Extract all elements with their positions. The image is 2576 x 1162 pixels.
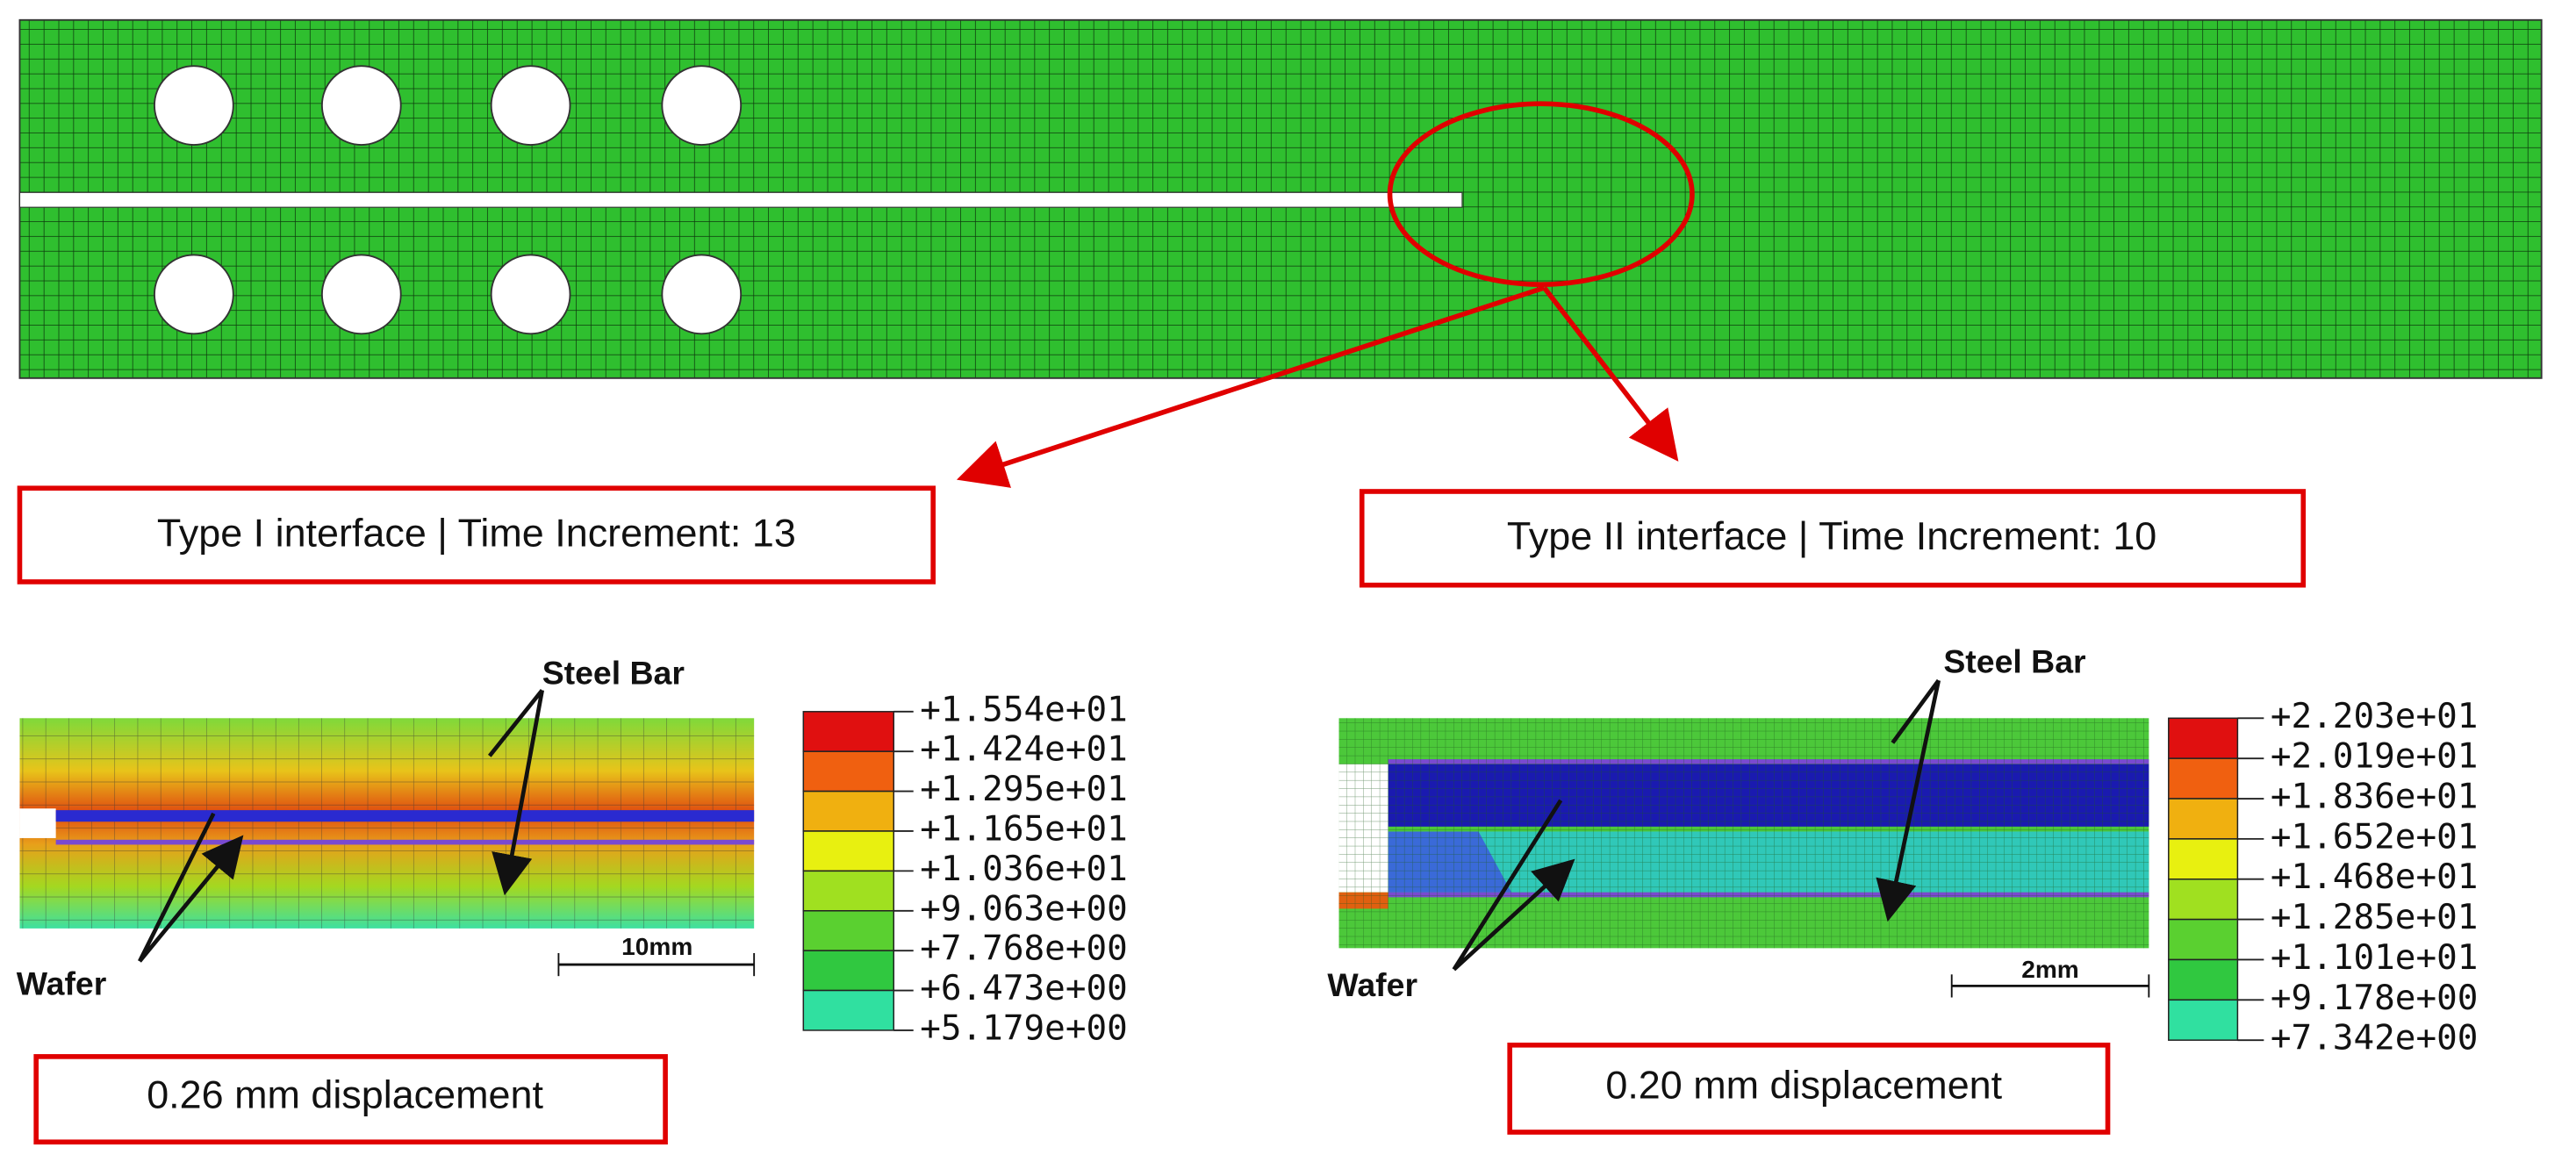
legend-band — [802, 711, 895, 752]
steel-label: Steel Bar — [1943, 642, 2085, 679]
displacement: 0.26 mm displacement — [147, 1072, 543, 1117]
legend-label: +2.019e+01 — [2271, 737, 2479, 777]
steel-label: Steel Bar — [542, 655, 685, 692]
legend-label: +1.165e+01 — [920, 809, 1128, 849]
legend-band — [2168, 918, 2239, 961]
callout: Type II interface | Time Increment: 10 — [1507, 513, 2156, 558]
scale-label: 10mm — [621, 933, 692, 960]
displacement: 0.20 mm displacement — [1605, 1062, 2002, 1107]
legend-label: +7.342e+00 — [2271, 1019, 2479, 1058]
legend-label: +9.178e+00 — [2271, 979, 2479, 1018]
legend-label: +2.203e+01 — [2271, 697, 2479, 736]
wafer-label: Wafer — [17, 965, 107, 1001]
legend-band — [2168, 878, 2239, 921]
legend-band — [802, 870, 895, 912]
wafer-label: Wafer — [1327, 966, 1417, 1003]
legend-band — [802, 750, 895, 793]
legend-label: +1.554e+01 — [920, 690, 1128, 729]
callout-box — [1359, 489, 2307, 588]
legend-label: +1.101e+01 — [2271, 938, 2479, 978]
legend-band — [802, 950, 895, 992]
left-contour — [19, 718, 756, 977]
legend-band — [2168, 838, 2239, 880]
legend-label: +9.063e+00 — [920, 889, 1128, 929]
legend-band — [2168, 757, 2239, 800]
legend-band — [802, 910, 895, 951]
legend-band — [2168, 999, 2239, 1041]
legend-label: +1.652e+01 — [2271, 817, 2479, 857]
legend-band — [2168, 958, 2239, 1001]
legend-label: +1.468e+01 — [2271, 857, 2479, 897]
top-mesh — [18, 18, 2543, 488]
displacement-box — [1507, 1042, 2111, 1135]
legend-label: +5.179e+00 — [920, 1008, 1128, 1048]
legend-band — [2168, 717, 2239, 759]
legend-label: +1.424e+01 — [920, 730, 1128, 770]
legend-label: +6.473e+00 — [920, 969, 1128, 1008]
legend-band — [802, 790, 895, 832]
legend-label: +1.036e+01 — [920, 850, 1128, 889]
legend-band — [802, 830, 895, 872]
scale-label: 2mm — [2021, 956, 2079, 983]
callout: Type I interface | Time Increment: 13 — [157, 510, 796, 555]
legend-label: +7.768e+00 — [920, 929, 1128, 969]
callout-box — [17, 485, 936, 585]
right-contour — [1338, 718, 2150, 998]
legend-label: +1.285e+01 — [2271, 898, 2479, 937]
legend-band — [802, 989, 895, 1031]
legend-label: +1.295e+01 — [920, 770, 1128, 809]
legend-band — [2168, 798, 2239, 840]
legend-label: +1.836e+01 — [2271, 778, 2479, 817]
legend: +1.554e+01+1.424e+01+1.295e+01+1.165e+01… — [802, 690, 1128, 1048]
legend: +2.203e+01+2.019e+01+1.836e+01+1.652e+01… — [2168, 697, 2479, 1058]
displacement-box — [33, 1054, 668, 1145]
